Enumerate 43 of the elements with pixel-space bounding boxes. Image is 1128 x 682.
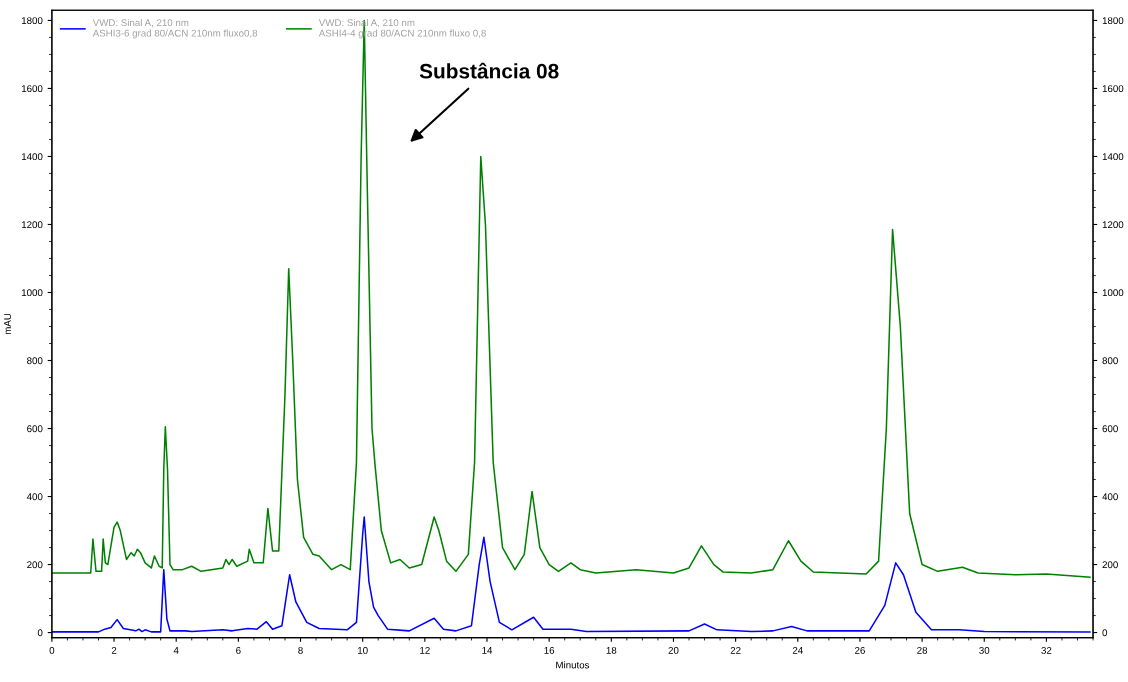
y-tick-label: 600 xyxy=(27,425,43,433)
line-series xyxy=(51,516,1091,633)
y-tick-label: 0 xyxy=(37,629,43,637)
y2-tick-label: 1000 xyxy=(1102,289,1124,297)
x-tick-label: 20 xyxy=(668,646,679,654)
x-tick-label: 16 xyxy=(544,646,555,654)
x-tick-label: 26 xyxy=(855,646,865,654)
y2-tick-label: 400 xyxy=(1102,493,1118,501)
x-tick-label: 22 xyxy=(730,646,741,654)
y-tick-label: 800 xyxy=(27,357,43,365)
y-tick-label: 1600 xyxy=(21,85,43,93)
x-tick-label: 6 xyxy=(236,646,241,654)
y-axis-title: mAU xyxy=(4,313,11,335)
legend-label: VWD: Sinal A, 210 nm ASHI3-6 grad 80/ACN 210nm fluxo0,8 xyxy=(92,18,258,39)
y2-tick-label: 600 xyxy=(1102,425,1118,433)
y-tick-label: 400 xyxy=(26,493,43,501)
y-tick-label: 1800 xyxy=(21,17,43,25)
x-tick-label: 0 xyxy=(49,646,55,654)
y2-tick-label: 1600 xyxy=(1102,85,1124,93)
line-series xyxy=(51,19,1091,578)
y2-tick-label: 1800 xyxy=(1102,17,1124,25)
y-tick-label: 1400 xyxy=(21,153,43,161)
x-tick-label: 4 xyxy=(173,647,179,654)
x-tick-label: 24 xyxy=(792,646,803,654)
x-tick-label: 32 xyxy=(1041,646,1052,654)
annotation: Substância 08 xyxy=(419,62,559,79)
y2-tick-label: 1200 xyxy=(1102,221,1124,229)
x-tick-label: 2 xyxy=(111,646,117,654)
x-tick-label: 8 xyxy=(298,646,303,654)
x-axis-title: Minutos xyxy=(556,661,590,669)
y-tick-label: 1000 xyxy=(21,289,43,297)
x-tick-label: 10 xyxy=(358,646,368,654)
y2-tick-label: 1400 xyxy=(1102,153,1124,161)
x-tick-label: 12 xyxy=(420,646,430,654)
x-tick-label: 28 xyxy=(917,646,928,654)
y2-tick-label: 800 xyxy=(1102,357,1118,365)
y2-tick-label: 200 xyxy=(1102,561,1118,569)
x-tick-label: 14 xyxy=(482,647,493,654)
y-tick-label: 200 xyxy=(27,561,43,569)
x-tick-label: 30 xyxy=(979,646,990,654)
y2-tick-label: 0 xyxy=(1102,629,1108,637)
x-tick-label: 18 xyxy=(606,646,617,654)
y-tick-label: 1200 xyxy=(21,221,43,229)
